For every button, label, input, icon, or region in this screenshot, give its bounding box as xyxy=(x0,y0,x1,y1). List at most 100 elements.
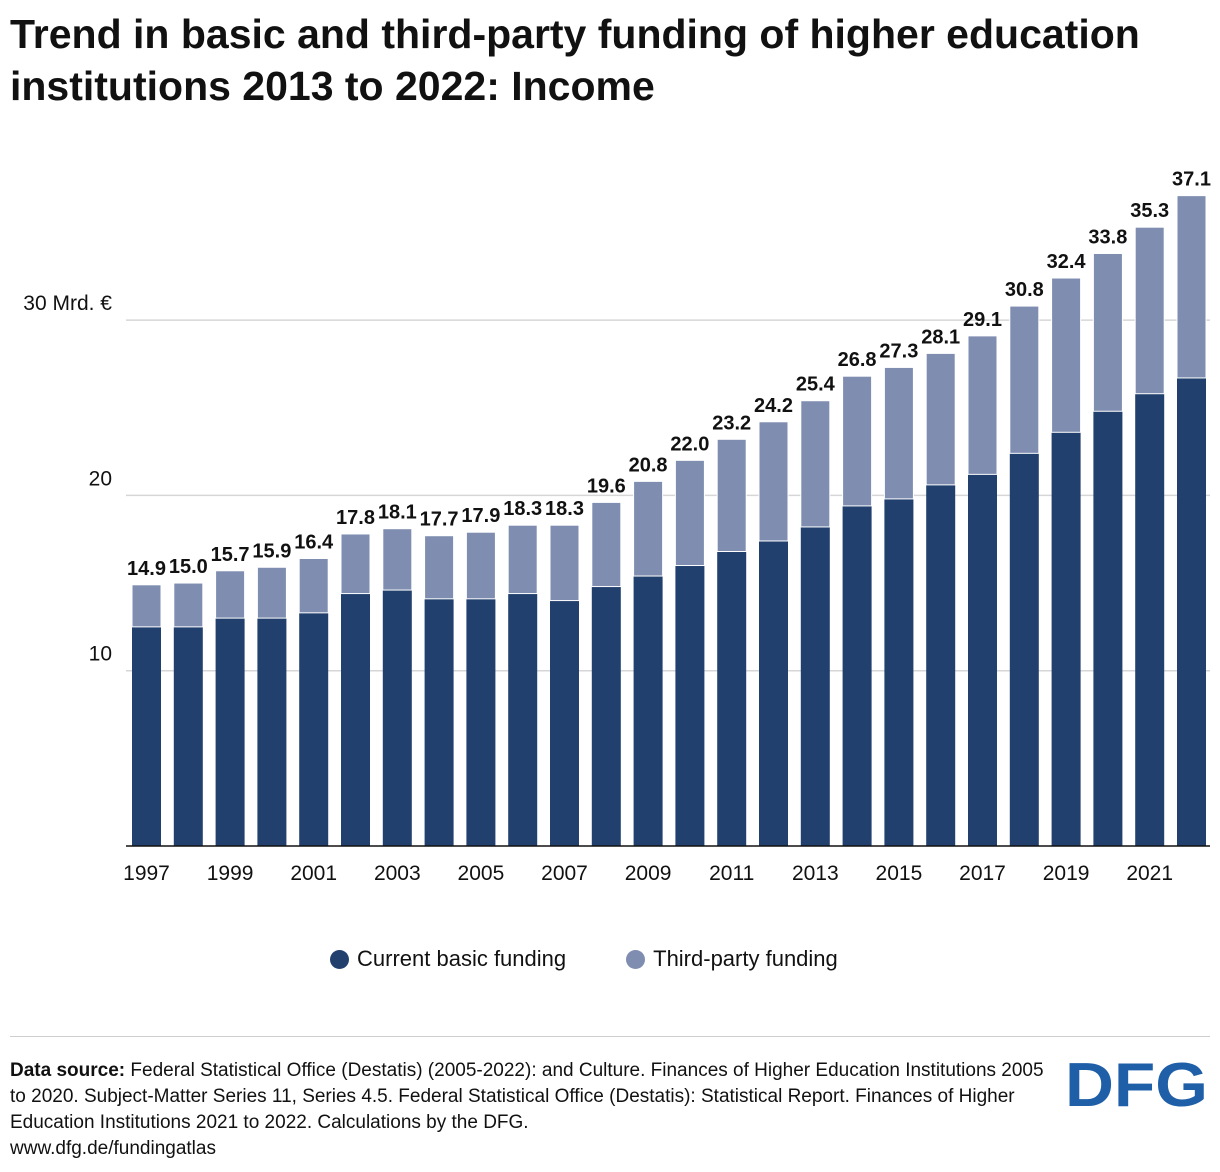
bar-third-party-2006[interactable] xyxy=(507,524,538,595)
bar-third-party-2013[interactable] xyxy=(800,400,831,528)
total-labels: 14.9 15.015.7 15.9 16.417.8 18.1 17.7 17.9 18.3… xyxy=(127,169,1211,580)
bar-third-party-2005[interactable] xyxy=(465,531,496,600)
total-label-2013: 25.4 xyxy=(796,374,836,396)
bar-third-party-2020[interactable] xyxy=(1092,252,1123,412)
bar-basic-2011[interactable] xyxy=(717,551,747,846)
x-tick-label: 2005 xyxy=(458,862,505,885)
total-label-2009: 20.8 xyxy=(629,454,668,476)
bar-third-party-1998[interactable] xyxy=(173,582,204,628)
legend-swatch-basic xyxy=(330,949,349,969)
bar-basic-2010[interactable] xyxy=(675,565,705,846)
source-text: Federal Statistical Office (Destatis) (2… xyxy=(10,1060,1044,1133)
total-label-2015: 27.3 xyxy=(879,340,918,362)
bar-basic-2016[interactable] xyxy=(926,484,956,846)
bar-third-party-2003[interactable] xyxy=(382,528,413,591)
bar-third-party-2022[interactable] xyxy=(1176,195,1207,379)
bar-third-party-2018[interactable] xyxy=(1009,305,1040,454)
bar-third-party-2016[interactable] xyxy=(925,352,956,486)
bar-basic-2001[interactable] xyxy=(299,612,329,846)
bar-third-party-2017[interactable] xyxy=(967,335,998,475)
bar-third-party-2015[interactable] xyxy=(883,366,914,500)
bar-basic-2018[interactable] xyxy=(1009,453,1039,846)
bar-basic-2017[interactable] xyxy=(968,474,997,846)
y-tick-label: 20 xyxy=(89,467,112,490)
bar-third-party-2004[interactable] xyxy=(424,535,455,600)
dfg-logo-text: DFG xyxy=(1065,1058,1208,1110)
total-label-2019: 32.4 xyxy=(1047,251,1087,273)
bar-basic-2009[interactable] xyxy=(633,576,663,846)
x-axis: 1997 1999 2001 2003 2005 2007 2009 2011 2013 2015… xyxy=(123,845,1210,885)
total-label-2014: 26.8 xyxy=(838,349,877,371)
source-url[interactable]: www.dfg.de/fundingatlas xyxy=(10,1138,216,1159)
bar-basic-2005[interactable] xyxy=(466,598,496,846)
bar-third-party-2012[interactable] xyxy=(758,421,789,542)
x-tick-label: 2001 xyxy=(290,862,337,885)
legend: Current basic funding Third-party fundin… xyxy=(330,943,838,975)
total-label-1999: 15.7 xyxy=(211,544,250,566)
total-label-2021: 35.3 xyxy=(1130,200,1169,222)
legend-label-basic: Current basic funding xyxy=(357,946,567,971)
bar-basic-1999[interactable] xyxy=(215,618,245,846)
bar-basic-2012[interactable] xyxy=(759,540,788,846)
bars xyxy=(131,195,1207,846)
bar-third-party-2008[interactable] xyxy=(591,501,622,588)
chart-title: Trend in basic and third-party funding o… xyxy=(10,11,1140,109)
total-label-1998: 15.0 xyxy=(169,556,208,578)
data-source: Data source: Federal Statistical Office … xyxy=(10,1058,1055,1162)
bar-basic-1998[interactable] xyxy=(173,626,203,846)
bar-third-party-2011[interactable] xyxy=(716,438,747,552)
total-label-2006: 18.3 xyxy=(503,498,542,520)
total-label-2007: 18.3 xyxy=(545,498,584,520)
bar-basic-2000[interactable] xyxy=(257,618,287,846)
x-tick-label: 2017 xyxy=(959,862,1006,885)
total-label-1997: 14.9 xyxy=(127,558,166,580)
bar-basic-2006[interactable] xyxy=(508,593,538,846)
bar-basic-2008[interactable] xyxy=(591,586,621,846)
bar-third-party-2010[interactable] xyxy=(674,459,705,567)
bar-basic-2002[interactable] xyxy=(341,593,370,846)
total-label-2010: 22.0 xyxy=(670,433,709,455)
x-tick-label: 2013 xyxy=(792,862,839,885)
total-label-2000: 15.9 xyxy=(252,540,291,562)
x-tick-label: 1997 xyxy=(123,862,170,885)
bar-third-party-2014[interactable] xyxy=(842,375,873,507)
bar-third-party-2009[interactable] xyxy=(633,480,664,577)
total-label-2017: 29.1 xyxy=(963,309,1002,331)
total-label-2008: 19.6 xyxy=(587,475,626,497)
x-tick-label: 2003 xyxy=(374,862,421,885)
total-label-2022: 37.1 xyxy=(1172,169,1211,191)
bar-basic-2014[interactable] xyxy=(842,505,872,846)
stacked-bar-chart: 10 20 30 Mrd. € 14.9 15.015.7 15.9 16.417.8 18… xyxy=(23,169,1211,885)
bar-basic-2007[interactable] xyxy=(550,600,579,846)
bar-basic-1997[interactable] xyxy=(132,626,161,846)
total-label-2005: 17.9 xyxy=(461,505,500,527)
bar-third-party-2007[interactable] xyxy=(549,524,580,602)
bar-third-party-2021[interactable] xyxy=(1134,226,1165,395)
bar-basic-2015[interactable] xyxy=(884,498,914,846)
legend-item-third-party[interactable]: Third-party funding xyxy=(626,946,838,972)
x-tick-label: 2015 xyxy=(876,862,923,885)
bar-basic-2004[interactable] xyxy=(424,598,454,846)
bar-third-party-2019[interactable] xyxy=(1051,277,1082,433)
bar-basic-2013[interactable] xyxy=(800,526,830,846)
bar-basic-2019[interactable] xyxy=(1051,432,1081,846)
bar-third-party-2000[interactable] xyxy=(256,566,287,619)
total-label-2012: 24.2 xyxy=(754,395,793,417)
bar-third-party-1997[interactable] xyxy=(131,584,162,628)
total-label-2018: 30.8 xyxy=(1005,279,1044,301)
bar-third-party-1999[interactable] xyxy=(215,570,246,619)
bar-basic-2022[interactable] xyxy=(1177,377,1206,846)
total-label-2002: 17.8 xyxy=(336,507,375,529)
bar-third-party-2001[interactable] xyxy=(298,558,329,614)
total-label-2011: 23.2 xyxy=(712,412,751,434)
total-label-2020: 33.8 xyxy=(1088,226,1127,248)
legend-item-basic[interactable]: Current basic funding xyxy=(330,946,566,972)
y-tick-label: 10 xyxy=(89,643,112,666)
y-tick-label: 30 Mrd. € xyxy=(23,292,112,315)
bar-basic-2021[interactable] xyxy=(1135,393,1165,846)
bar-basic-2003[interactable] xyxy=(382,590,412,846)
bar-third-party-2002[interactable] xyxy=(340,533,371,595)
total-label-2004: 17.7 xyxy=(420,509,459,531)
x-tick-label: 2007 xyxy=(541,862,588,885)
bar-basic-2020[interactable] xyxy=(1093,411,1123,846)
